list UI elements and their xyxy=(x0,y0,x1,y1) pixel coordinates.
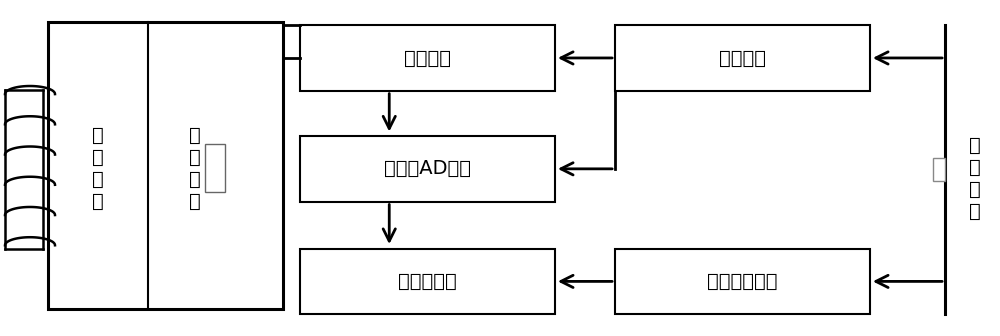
Text: 滤波及AD转换: 滤波及AD转换 xyxy=(384,159,471,178)
Bar xyxy=(615,25,870,91)
Text: 接
收
线
圈: 接 收 线 圈 xyxy=(92,126,104,210)
Text: 处理器采集: 处理器采集 xyxy=(398,272,457,291)
Text: 稳压隔离电路: 稳压隔离电路 xyxy=(707,272,778,291)
Bar xyxy=(48,22,283,309)
Bar xyxy=(300,25,555,91)
Bar xyxy=(300,249,555,314)
Text: 信号放大: 信号放大 xyxy=(404,48,451,68)
Bar xyxy=(933,158,945,181)
Text: 稳压电路: 稳压电路 xyxy=(719,48,766,68)
Text: 信
号
取
样: 信 号 取 样 xyxy=(189,126,201,210)
Bar xyxy=(205,144,225,192)
Text: 电
源
接
口: 电 源 接 口 xyxy=(969,136,981,220)
Bar xyxy=(300,136,555,202)
Bar xyxy=(615,249,870,314)
